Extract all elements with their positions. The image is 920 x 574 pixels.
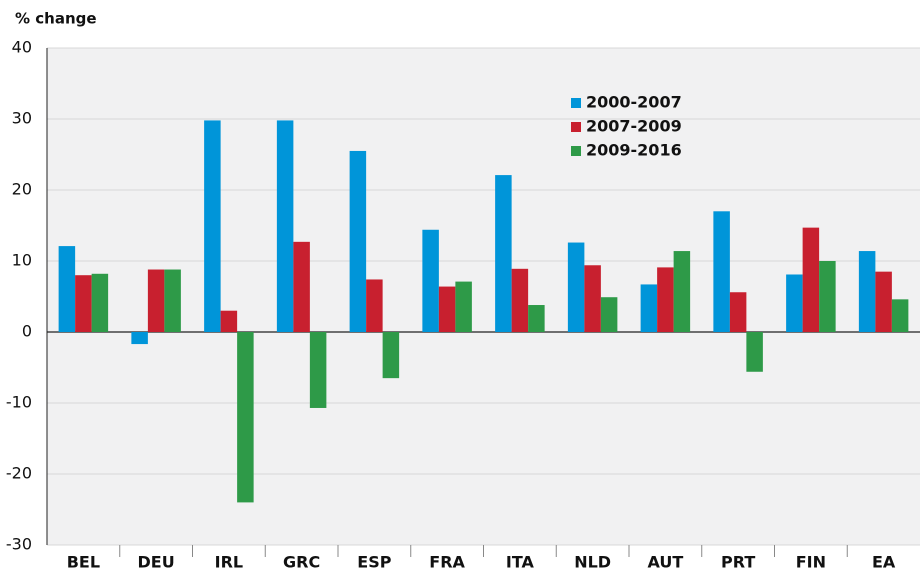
x-tick-label: ESP: [357, 553, 391, 572]
legend-swatch: [571, 146, 581, 156]
bar: [237, 332, 254, 503]
bar: [729, 292, 747, 332]
bar: [349, 150, 367, 332]
y-tick-label: 10: [12, 251, 32, 270]
bar: [91, 273, 109, 332]
bar: [673, 251, 691, 332]
bar: [422, 229, 439, 332]
x-tick-label: PRT: [721, 553, 755, 572]
x-tick-label: BEL: [67, 553, 100, 572]
bar: [858, 251, 876, 332]
x-tick-label: AUT: [647, 553, 683, 572]
y-tick-label: -10: [6, 393, 32, 412]
legend-label: 2009-2016: [586, 141, 682, 160]
y-tick-label: 0: [22, 322, 32, 341]
bar: [309, 332, 327, 408]
bar: [147, 269, 165, 332]
bar: [204, 120, 221, 332]
bar: [891, 299, 909, 332]
bar: [746, 332, 763, 372]
bar: [567, 242, 585, 332]
bar: [58, 246, 76, 332]
bar: [600, 297, 618, 332]
legend-swatch: [571, 98, 581, 108]
x-tick-label: DEU: [138, 553, 175, 572]
bar: [164, 269, 181, 332]
x-tick-label: GRC: [283, 553, 320, 572]
y-tick-label: -20: [6, 464, 32, 483]
bar: [276, 120, 294, 332]
bar: [584, 265, 601, 332]
bar: [875, 271, 892, 332]
x-tick-label: IRL: [215, 553, 243, 572]
bar: [438, 286, 456, 332]
bar: [802, 227, 820, 332]
x-tick-label: NLD: [574, 553, 611, 572]
x-tick-label: EA: [872, 553, 896, 572]
bar: [455, 281, 472, 332]
bar: [713, 211, 730, 332]
bar: [382, 332, 400, 379]
legend-label: 2000-2007: [586, 93, 682, 112]
bar: [75, 275, 92, 332]
x-tick-label: FRA: [429, 553, 465, 572]
bar: [293, 241, 310, 332]
bar: [528, 305, 545, 332]
x-tick-label: ITA: [506, 553, 535, 572]
y-axis-label: % change: [15, 10, 97, 28]
bar: [819, 261, 836, 332]
bar: [131, 332, 148, 345]
bar: [366, 279, 383, 332]
y-tick-label: 30: [12, 109, 32, 128]
y-tick-label: -30: [6, 535, 32, 554]
plot-area: [47, 48, 920, 545]
bar: [220, 310, 238, 332]
bar: [511, 268, 529, 332]
legend-label: 2007-2009: [586, 117, 682, 136]
x-tick-label: FIN: [796, 553, 826, 572]
bar: [657, 267, 674, 332]
y-tick-label: 40: [12, 38, 32, 57]
bar: [786, 274, 803, 332]
bar: [640, 284, 658, 332]
legend-swatch: [571, 122, 581, 132]
y-tick-label: 20: [12, 180, 32, 199]
bar: [495, 175, 512, 332]
